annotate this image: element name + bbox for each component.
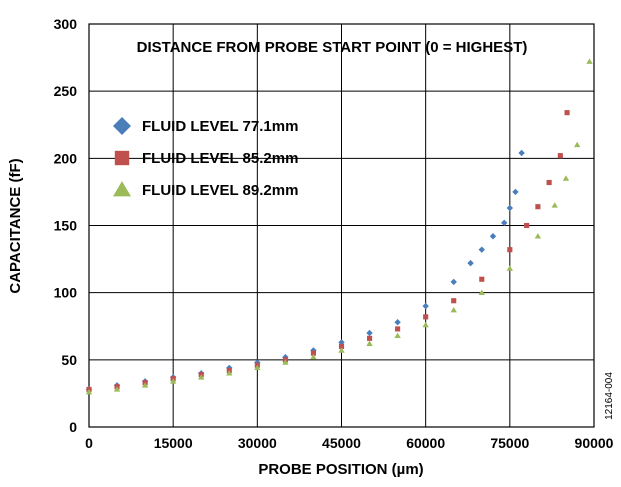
legend-marker-diamond: [113, 117, 131, 135]
y-tick-labels: 0 50 100 150 200 250 300: [54, 16, 78, 435]
data-point: [366, 340, 373, 346]
data-point: [562, 175, 570, 181]
data-point: [534, 233, 542, 239]
data-point: [479, 276, 485, 282]
figure-id: 12164-004: [604, 372, 615, 420]
data-point: [394, 319, 401, 326]
data-point: [422, 321, 429, 328]
data-point: [551, 202, 558, 208]
y-tick-label: 250: [54, 83, 78, 99]
x-tick-label: 0: [85, 435, 93, 451]
data-point: [518, 149, 525, 157]
data-point: [512, 188, 519, 196]
y-tick-label: 50: [61, 352, 77, 368]
data-point: [422, 302, 429, 310]
data-point: [254, 364, 261, 371]
data-point: [450, 278, 457, 286]
data-point: [467, 259, 474, 267]
data-point: [524, 222, 530, 229]
data-point: [564, 110, 570, 116]
x-tick-label: 30000: [238, 435, 277, 451]
series-3-points: [85, 58, 593, 395]
data-point: [478, 246, 485, 253]
data-point: [226, 370, 233, 376]
y-tick-label: 150: [54, 218, 78, 234]
data-point: [85, 388, 93, 395]
data-point: [557, 153, 563, 159]
y-tick-label: 0: [69, 419, 77, 435]
x-tick-label: 90000: [575, 435, 614, 451]
y-axis-title: CAPACITANCE (fF): [7, 158, 24, 293]
x-axis-title: PROBE POSITION (µm): [258, 461, 423, 478]
data-point: [338, 343, 345, 349]
data-point: [310, 353, 317, 360]
legend-item: FLUID LEVEL 85.2mm: [114, 150, 298, 167]
legend-item: FLUID LEVEL 89.2mm: [113, 181, 298, 199]
x-tick-label: 75000: [490, 435, 529, 451]
legend-marker-triangle: [113, 181, 131, 197]
plot-area-frame: [88, 23, 595, 428]
data-point: [573, 141, 581, 148]
data-point: [366, 335, 373, 341]
legend-label: FLUID LEVEL 77.1mm: [142, 118, 298, 135]
data-point: [395, 326, 401, 332]
data-point: [141, 382, 149, 388]
data-point: [169, 378, 177, 384]
legend-item: FLUID LEVEL 77.1mm: [113, 117, 298, 135]
data-point: [394, 332, 401, 338]
data-point: [535, 204, 541, 210]
data-point: [506, 265, 514, 271]
data-point: [198, 374, 205, 380]
chart-annotation: DISTANCE FROM PROBE START POINT (0 = HIG…: [137, 39, 528, 56]
x-tick-label: 60000: [406, 435, 445, 451]
y-tick-label: 300: [54, 16, 78, 32]
data-point: [310, 350, 317, 356]
x-tick-label: 15000: [154, 435, 193, 451]
data-point: [366, 329, 373, 337]
data-point: [423, 314, 429, 320]
data-point: [586, 58, 593, 64]
data-point: [489, 233, 497, 240]
data-point: [478, 289, 485, 295]
data-point: [338, 347, 345, 353]
y-tick-label: 100: [54, 285, 78, 301]
x-tick-label: 45000: [322, 435, 361, 451]
x-tick-labels: 0 15000 30000 45000 60000 75000 90000: [85, 435, 614, 451]
legend: FLUID LEVEL 77.1mm FLUID LEVEL 85.2mm FLUI…: [113, 117, 298, 199]
grid-lines: [88, 23, 595, 428]
y-tick-label: 200: [54, 150, 78, 166]
data-point: [113, 386, 121, 392]
data-point: [282, 359, 289, 365]
data-point: [506, 204, 514, 212]
data-points: [85, 58, 593, 395]
data-point: [501, 219, 508, 227]
data-point: [507, 247, 513, 253]
data-point: [546, 179, 552, 186]
data-point: [451, 298, 457, 304]
legend-label: FLUID LEVEL 85.2mm: [142, 150, 298, 167]
legend-label: FLUID LEVEL 89.2mm: [142, 182, 298, 199]
data-point: [450, 306, 457, 313]
legend-marker-square: [114, 150, 130, 166]
